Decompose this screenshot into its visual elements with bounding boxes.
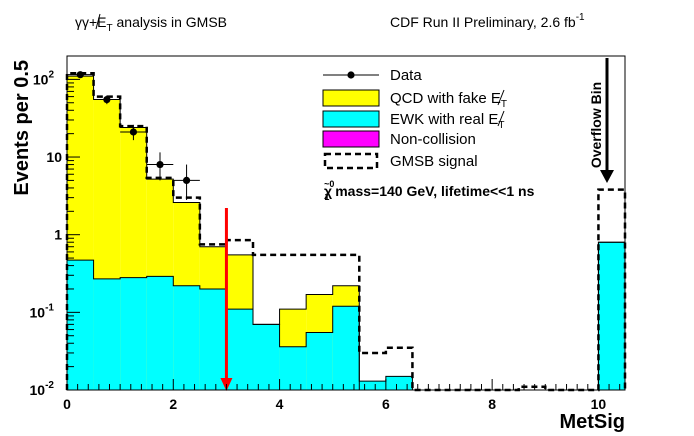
y-tick-label: 10-2 <box>30 380 55 398</box>
legend-swatch <box>322 89 380 107</box>
plot-extras: Overflow Bin <box>220 58 614 391</box>
plot-fill <box>66 75 626 391</box>
legend-label: Non-collision <box>390 131 476 148</box>
overflow-bin-label: Overflow Bin <box>588 82 604 168</box>
ewk-bar <box>173 285 200 390</box>
legend-met-slash <box>497 89 505 106</box>
data-point <box>103 95 111 104</box>
ewk-bar <box>67 260 94 390</box>
ewk-bar <box>359 381 386 390</box>
legend-swatch <box>322 110 380 128</box>
ewk-bar <box>332 306 360 390</box>
ewk-bar <box>306 332 333 390</box>
data-point <box>76 71 84 79</box>
ewk-bar <box>598 242 625 390</box>
ewk-bar <box>385 376 413 390</box>
x-tick-label: 8 <box>488 396 496 412</box>
data-point <box>156 160 164 169</box>
x-axis-label: MetSig <box>559 411 625 433</box>
ewk-bar <box>279 346 307 390</box>
x-tick-label: 6 <box>382 396 390 412</box>
header: γγ+ET analysis in GMSB CDF Run II Prelim… <box>75 12 585 34</box>
legend-label: GMSB signal <box>390 153 478 170</box>
overflow-arrow-head <box>600 170 614 183</box>
y-tick-label: 10-1 <box>30 302 55 320</box>
y-tick-label: 102 <box>33 69 55 87</box>
ewk-bar <box>253 324 280 390</box>
legend-annotation: χ~0 1 mass=140 GeV, lifetime<<1 ns <box>324 179 535 202</box>
y-axis-label: Events per 0.5 <box>11 60 33 196</box>
x-tick-label: 0 <box>63 396 71 412</box>
plot-frame <box>66 55 626 391</box>
x-tick-label: 2 <box>169 396 177 412</box>
met-slash <box>95 13 101 30</box>
legend-label: QCD with fake ET <box>390 90 507 110</box>
axes: 0 2 4 6 8 10 10-2 10-1 1 10 102 <box>30 55 626 412</box>
legend-signal-box <box>323 152 379 170</box>
plot-data <box>67 71 200 200</box>
data-point <box>182 176 191 185</box>
experiment-label: CDF Run II Preliminary, 2.6 fb-1 <box>390 12 585 30</box>
ewk-bar <box>146 276 174 390</box>
legend-label: EWK with real ET <box>390 111 504 131</box>
ewk-bar <box>199 288 227 390</box>
data-point <box>129 128 138 136</box>
x-tick-label: 4 <box>276 396 284 412</box>
y-tick-label: 10 <box>46 149 62 165</box>
legend-met-slash <box>497 110 505 127</box>
legend-swatch <box>322 130 380 148</box>
legend-label: Data <box>390 67 422 84</box>
ewk-bar <box>93 278 121 390</box>
x-tick-label: 10 <box>591 396 607 412</box>
y-tick-label: 1 <box>54 227 62 243</box>
legend-data-marker <box>347 71 355 79</box>
ewk-bar <box>226 309 253 390</box>
ewk-bar <box>120 277 147 390</box>
